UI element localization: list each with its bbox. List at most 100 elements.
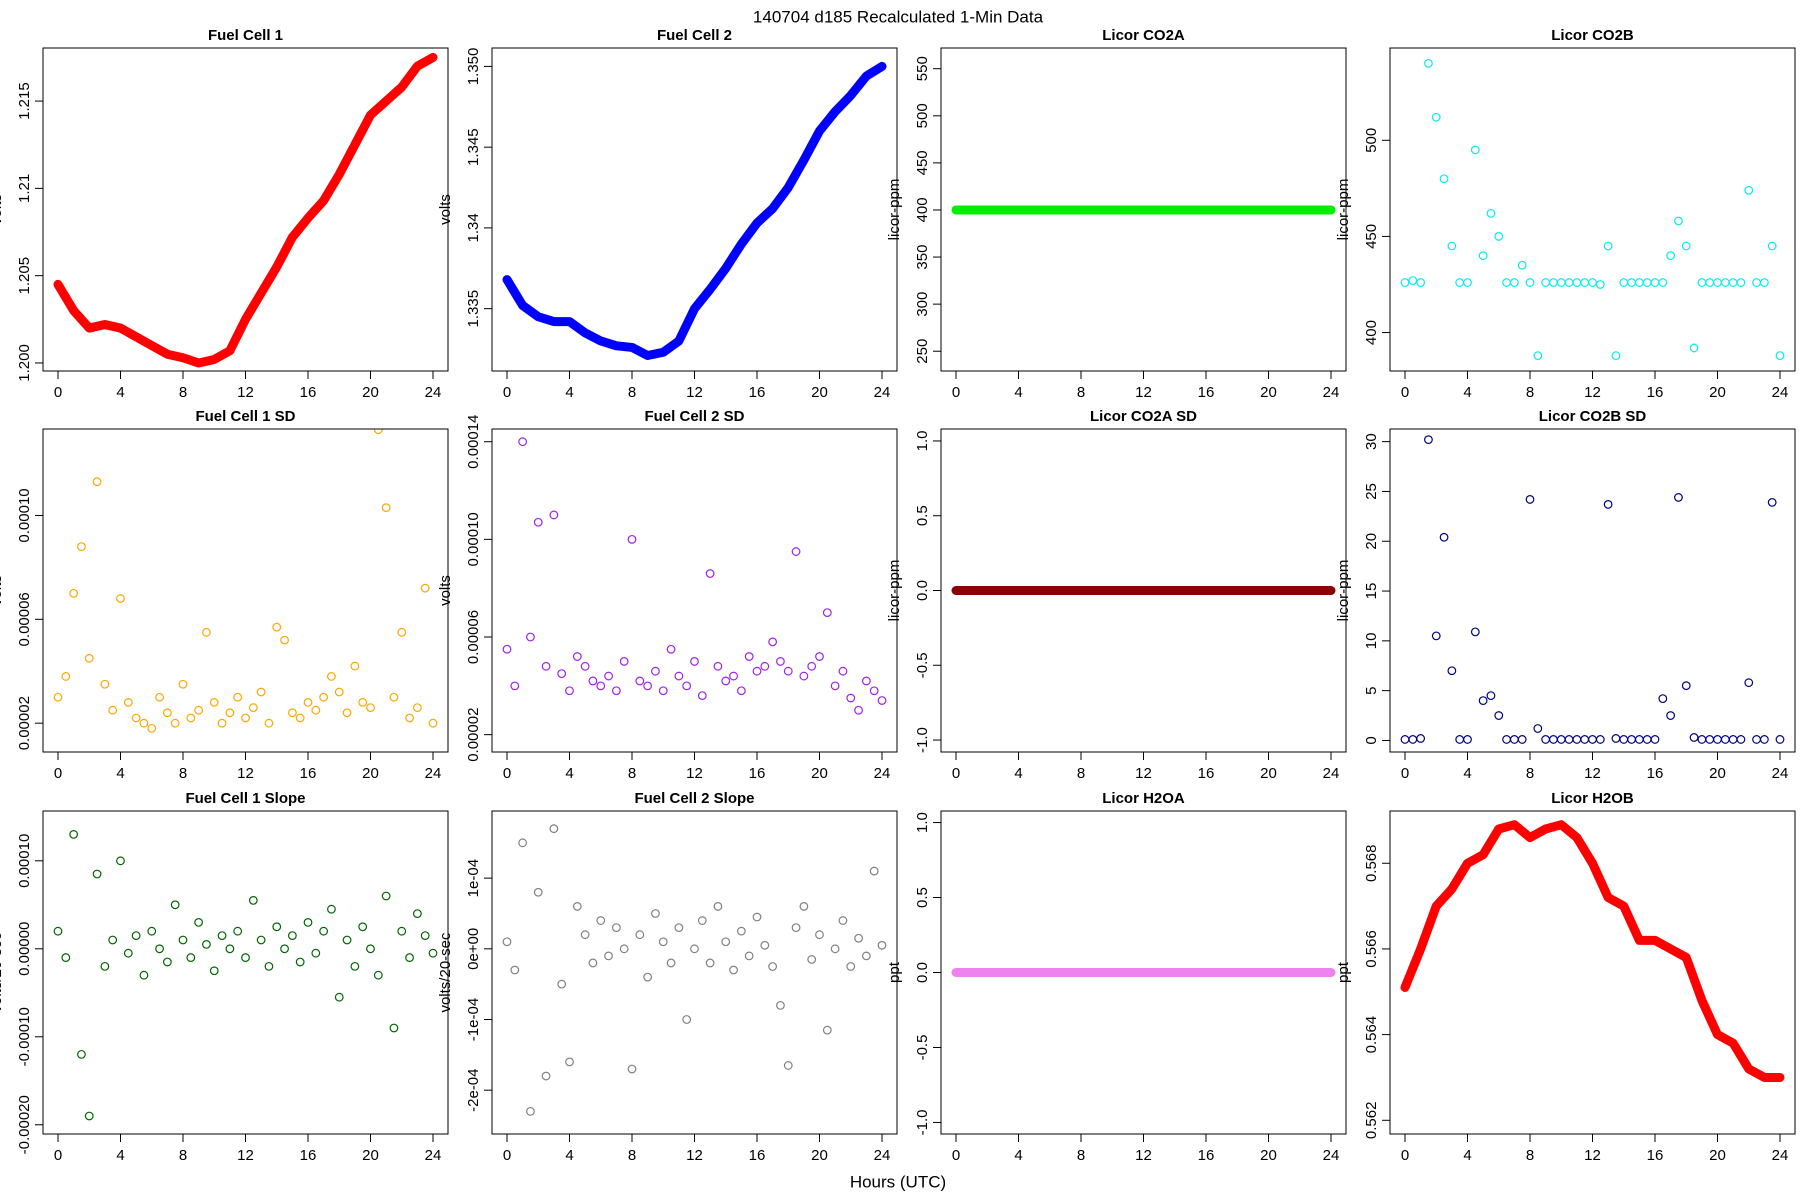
data-point [280, 944, 289, 954]
data-point [327, 672, 336, 681]
data-point [287, 708, 297, 718]
data-point [131, 713, 141, 723]
data-point [84, 1111, 94, 1121]
data-point [776, 657, 785, 666]
data-point [241, 953, 250, 962]
y-tick-label: 300 [914, 292, 931, 317]
data-point [342, 935, 352, 945]
x-tick-label: 20 [811, 384, 828, 401]
data-point [350, 961, 360, 971]
data-point [815, 652, 824, 661]
data-point [303, 917, 313, 927]
y-axis-label: ppt [1335, 961, 1352, 983]
x-tick-label: 8 [1526, 384, 1534, 401]
data-point [744, 951, 754, 961]
y-tick-label: 0.00010 [16, 834, 33, 888]
data-point [1509, 278, 1519, 287]
data-point [1611, 351, 1621, 361]
data-point [1525, 495, 1535, 504]
data-point [705, 958, 715, 968]
x-tick-label: 4 [1014, 384, 1022, 401]
y-tick-label: 1.0 [914, 812, 931, 833]
panel-title: Licor CO2B SD [1539, 408, 1647, 425]
data-point [381, 891, 391, 901]
y-tick-label: -0.5 [914, 1035, 931, 1061]
data-point [77, 542, 86, 552]
data-point [1767, 241, 1777, 251]
data-point [588, 958, 598, 968]
y-tick-label: 0.00006 [465, 610, 482, 664]
data-point [280, 635, 289, 645]
data-point [1533, 724, 1543, 733]
data-point [736, 926, 746, 936]
data-point [1658, 694, 1668, 704]
data-point [256, 935, 266, 945]
data-point [838, 666, 848, 676]
x-tick-label: 12 [686, 765, 703, 782]
data-point [287, 931, 297, 940]
data-point [1478, 696, 1488, 706]
x-tick-label: 16 [1647, 1147, 1664, 1164]
data-point [1556, 278, 1566, 287]
data-point [690, 657, 699, 666]
data-point [1572, 278, 1582, 287]
data-point [713, 661, 723, 671]
data-point [1634, 278, 1644, 287]
y-tick-label: -0.5 [914, 652, 931, 678]
data-point [1447, 666, 1457, 676]
data-point [155, 692, 164, 702]
data-point [596, 916, 606, 925]
data-point [690, 944, 699, 954]
data-point [1549, 735, 1558, 744]
data-point [674, 923, 684, 933]
data-point [1752, 278, 1761, 287]
data-point [760, 940, 770, 950]
data-point [1642, 735, 1652, 744]
data-point [84, 653, 94, 663]
data-point [1478, 251, 1488, 261]
x-tick-label: 8 [1526, 765, 1534, 782]
data-point [1470, 145, 1480, 155]
data-point [861, 951, 871, 961]
x-tick-label: 0 [952, 384, 960, 401]
data-band [53, 52, 438, 368]
x-tick-label: 0 [54, 384, 62, 401]
plot-frame [940, 47, 1347, 372]
plot-frame [42, 428, 449, 753]
x-tick-label: 16 [300, 384, 317, 401]
y-tick-label: 1.200 [16, 344, 33, 382]
data-point [1775, 735, 1785, 744]
x-tick-label: 0 [952, 765, 960, 782]
y-tick-label: -0.00020 [16, 1095, 33, 1154]
data-point [147, 926, 157, 936]
data-point [1502, 278, 1511, 287]
x-tick-label: 8 [628, 1147, 636, 1164]
y-tick-label: 450 [1363, 224, 1380, 249]
x-tick-label: 8 [1077, 765, 1085, 782]
data-point [100, 961, 110, 971]
y-tick-label: 0.568 [1363, 844, 1380, 882]
x-tick-label: 12 [1135, 1147, 1152, 1164]
plot-frame [491, 810, 898, 1135]
data-point [830, 944, 840, 954]
data-point [186, 953, 196, 962]
page-title: 140704 d185 Recalculated 1-Min Data [753, 7, 1044, 26]
data-point [1666, 711, 1676, 720]
y-tick-label: 1e-04 [465, 859, 482, 897]
data-point [100, 679, 110, 689]
x-tick-label: 12 [1584, 765, 1601, 782]
data-point [713, 902, 723, 911]
data-point [53, 692, 63, 702]
data-point [1447, 241, 1457, 251]
data-point [123, 948, 133, 958]
data-point [350, 661, 360, 671]
data-point [869, 866, 879, 876]
y-tick-label: 0e+00 [465, 928, 482, 970]
x-tick-label: 4 [565, 765, 573, 782]
data-point [194, 705, 204, 715]
y-tick-label: 1.205 [16, 257, 33, 295]
data-point [1681, 681, 1691, 691]
x-tick-label: 20 [811, 1147, 828, 1164]
x-tick-label: 24 [874, 384, 891, 401]
data-point [53, 926, 63, 936]
